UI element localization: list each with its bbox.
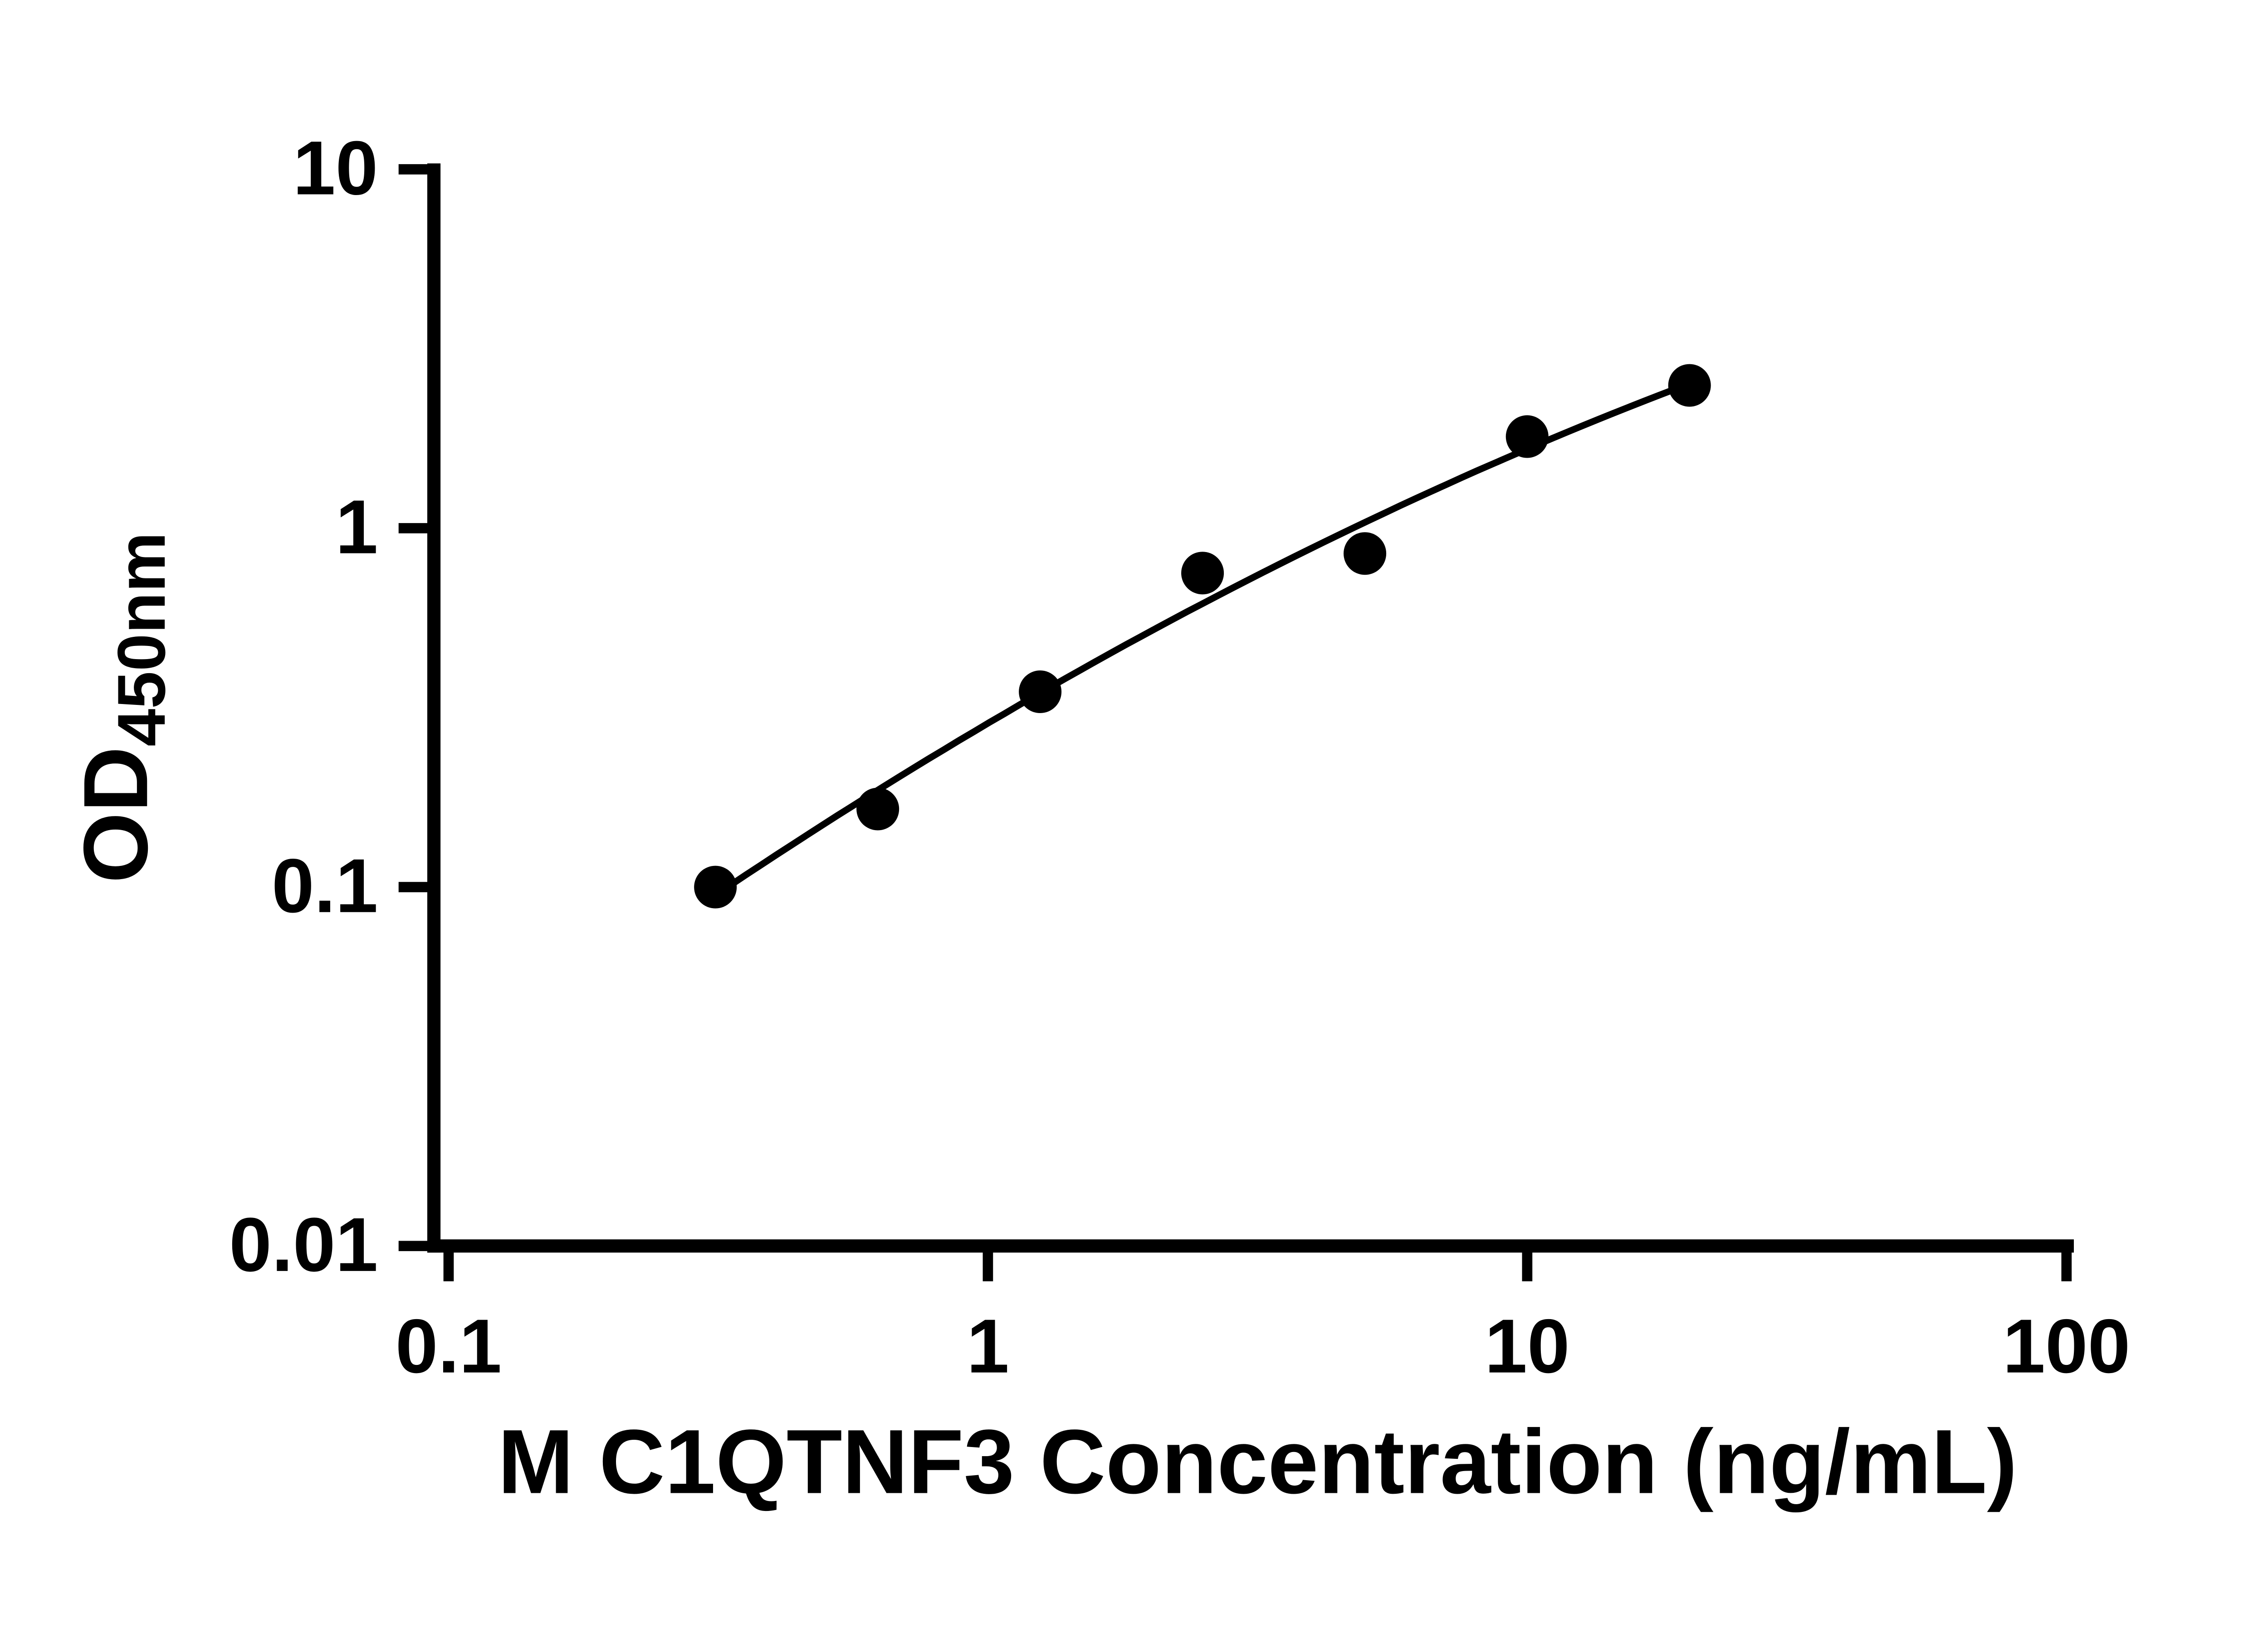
data-point (1505, 415, 1549, 458)
y-tick-label: 0.1 (272, 843, 378, 929)
y-tick-label: 1 (336, 484, 378, 570)
x-axis-title: M C1QTNF3 Concentration (ng/mL) (498, 1411, 2017, 1513)
x-axis-ticks: 0.1 1 10 100 (396, 1246, 2130, 1389)
data-point (1344, 532, 1387, 575)
y-axis-ticks: 10 1 0.1 0.01 (229, 125, 434, 1287)
x-tick-label: 100 (2003, 1303, 2130, 1389)
y-tick-label: 10 (293, 125, 378, 210)
y-axis-title: OD450nm (64, 532, 179, 883)
x-tick-label: 1 (967, 1303, 1009, 1389)
data-points (694, 364, 1711, 909)
data-point (1668, 364, 1711, 407)
y-tick-label: 0.01 (229, 1202, 378, 1287)
data-point (694, 865, 737, 909)
x-tick-label: 0.1 (396, 1303, 502, 1389)
x-tick-label: 10 (1485, 1303, 1570, 1389)
data-point (1019, 670, 1062, 714)
data-point (1181, 552, 1224, 595)
y-axis-title-main: OD (64, 747, 166, 884)
data-point (856, 787, 899, 831)
y-axis-title-subscript: 450nm (103, 532, 179, 747)
